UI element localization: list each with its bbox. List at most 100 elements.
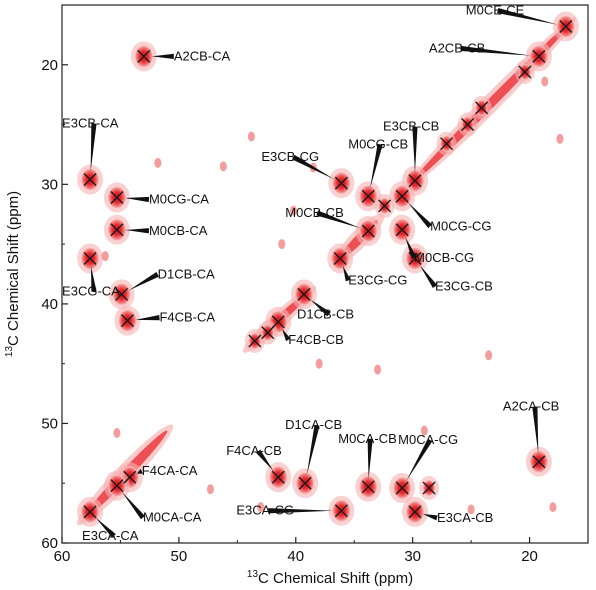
peak-marker xyxy=(83,505,97,519)
peak-label: M0CG-CB xyxy=(348,136,408,151)
label-pointer xyxy=(310,299,331,317)
x-axis-title-sup: 13 xyxy=(247,569,259,580)
peak-label: M0CB-CG xyxy=(414,250,474,265)
peak-label: E3CG-CA xyxy=(62,283,120,298)
peak-marker xyxy=(271,315,285,329)
y-tick-label: 50 xyxy=(41,415,58,432)
peak-label: E3CB-CA xyxy=(62,116,119,131)
minor-contour xyxy=(257,502,265,513)
x-tick-label: 60 xyxy=(54,548,71,565)
minor-contour xyxy=(113,428,121,439)
peak-marker xyxy=(248,334,262,348)
peak-marker xyxy=(123,470,137,484)
x-axis-title: 13C Chemical Shift (ppm) xyxy=(247,569,413,587)
label-pointer xyxy=(412,126,418,173)
peak-marker xyxy=(297,287,311,301)
label-pointer xyxy=(90,123,97,172)
peak-label: E3CB-CB xyxy=(383,119,439,134)
peak-marker xyxy=(137,49,151,63)
peak-marker xyxy=(334,504,348,518)
label-pointer xyxy=(422,514,438,521)
x-tick-label: 40 xyxy=(287,548,304,565)
peak-marker xyxy=(518,65,532,79)
peak-marker xyxy=(532,455,546,469)
peak-marker xyxy=(559,20,573,34)
peak-marker xyxy=(378,199,392,213)
minor-contour xyxy=(315,358,323,369)
peak-marker xyxy=(110,190,124,204)
peak-label: M0CA-CG xyxy=(398,432,458,447)
peak-label: E3CA-CG xyxy=(236,503,294,518)
x-tick-label: 30 xyxy=(404,548,421,565)
peak-label: F4CA-CA xyxy=(142,463,198,478)
peak-label: M0CG-CA xyxy=(149,191,209,206)
x-tick-label: 50 xyxy=(171,548,188,565)
y-axis-title-sup: 13 xyxy=(4,346,15,358)
label-pointer xyxy=(90,266,97,292)
x-tick-label: 20 xyxy=(521,548,538,565)
peak-marker xyxy=(261,326,275,340)
peak-marker xyxy=(120,314,134,328)
peak-marker xyxy=(115,287,129,301)
peak-marker xyxy=(271,470,285,484)
minor-contour xyxy=(420,425,428,436)
peak-marker xyxy=(532,49,546,63)
peak-marker xyxy=(422,481,436,495)
label-pointer xyxy=(406,438,433,482)
x-axis-title-text: C Chemical Shift (ppm) xyxy=(258,570,413,587)
contour-layer xyxy=(76,11,579,527)
peak-marker xyxy=(334,176,348,190)
peak-label: M0CA-CB xyxy=(338,431,397,446)
peak-label: A2CA-CB xyxy=(503,399,559,414)
peak-label: E3CB-CG xyxy=(261,149,319,164)
peak-marker xyxy=(440,137,454,151)
label-pointer xyxy=(316,210,361,229)
peak-label: F4CB-CB xyxy=(288,332,344,347)
label-pointer xyxy=(136,468,143,474)
label-pointer xyxy=(256,449,274,471)
y-axis-title: 13C Chemical Shift (ppm) xyxy=(4,191,22,357)
peak-label: E3CG-CG xyxy=(348,272,407,287)
minor-contour xyxy=(541,76,549,87)
minor-contour xyxy=(556,133,564,144)
peak-marker xyxy=(395,223,409,237)
minor-contour xyxy=(154,157,162,168)
peak-marker xyxy=(83,173,97,187)
minor-contour xyxy=(101,251,109,262)
peak-marker xyxy=(461,118,475,132)
label-pointer xyxy=(282,328,291,342)
label-pointer xyxy=(128,272,159,291)
label-pointer xyxy=(268,508,334,514)
peak-label: M0CB-CB xyxy=(285,205,344,220)
minor-contour xyxy=(467,504,475,515)
peak-marker xyxy=(475,101,489,115)
label-pointer xyxy=(121,491,145,520)
peak-marker xyxy=(110,479,124,493)
peak-label: F4CB-CA xyxy=(159,310,215,325)
peak-marker xyxy=(408,174,422,188)
minor-contour xyxy=(219,161,227,172)
y-tick-label: 40 xyxy=(41,296,58,313)
peak-label: M0CB-CA xyxy=(149,223,208,238)
peak-label: D1CB-CA xyxy=(158,266,215,281)
label-pointer xyxy=(407,202,433,229)
label-pointer xyxy=(124,228,150,234)
peak-label: D1CB-CB xyxy=(297,306,354,321)
peak-marker xyxy=(395,189,409,203)
plot-frame xyxy=(61,4,589,544)
peak-marker xyxy=(361,224,375,238)
label-pointer xyxy=(419,264,438,288)
peak-label: E3CA-CA xyxy=(82,528,139,543)
peak-label: A2CB-CA xyxy=(174,48,231,63)
peak-marker xyxy=(395,481,409,495)
peak-marker xyxy=(298,476,312,490)
peak-label: M0CA-CA xyxy=(143,510,202,525)
peak-label: D1CA-CB xyxy=(285,417,342,432)
minor-contour xyxy=(278,239,286,250)
label-pointer xyxy=(497,7,559,25)
minor-contour xyxy=(289,205,297,216)
peak-label: F4CA-CB xyxy=(226,443,282,458)
minor-contour xyxy=(206,484,214,495)
minor-contour xyxy=(485,350,493,361)
